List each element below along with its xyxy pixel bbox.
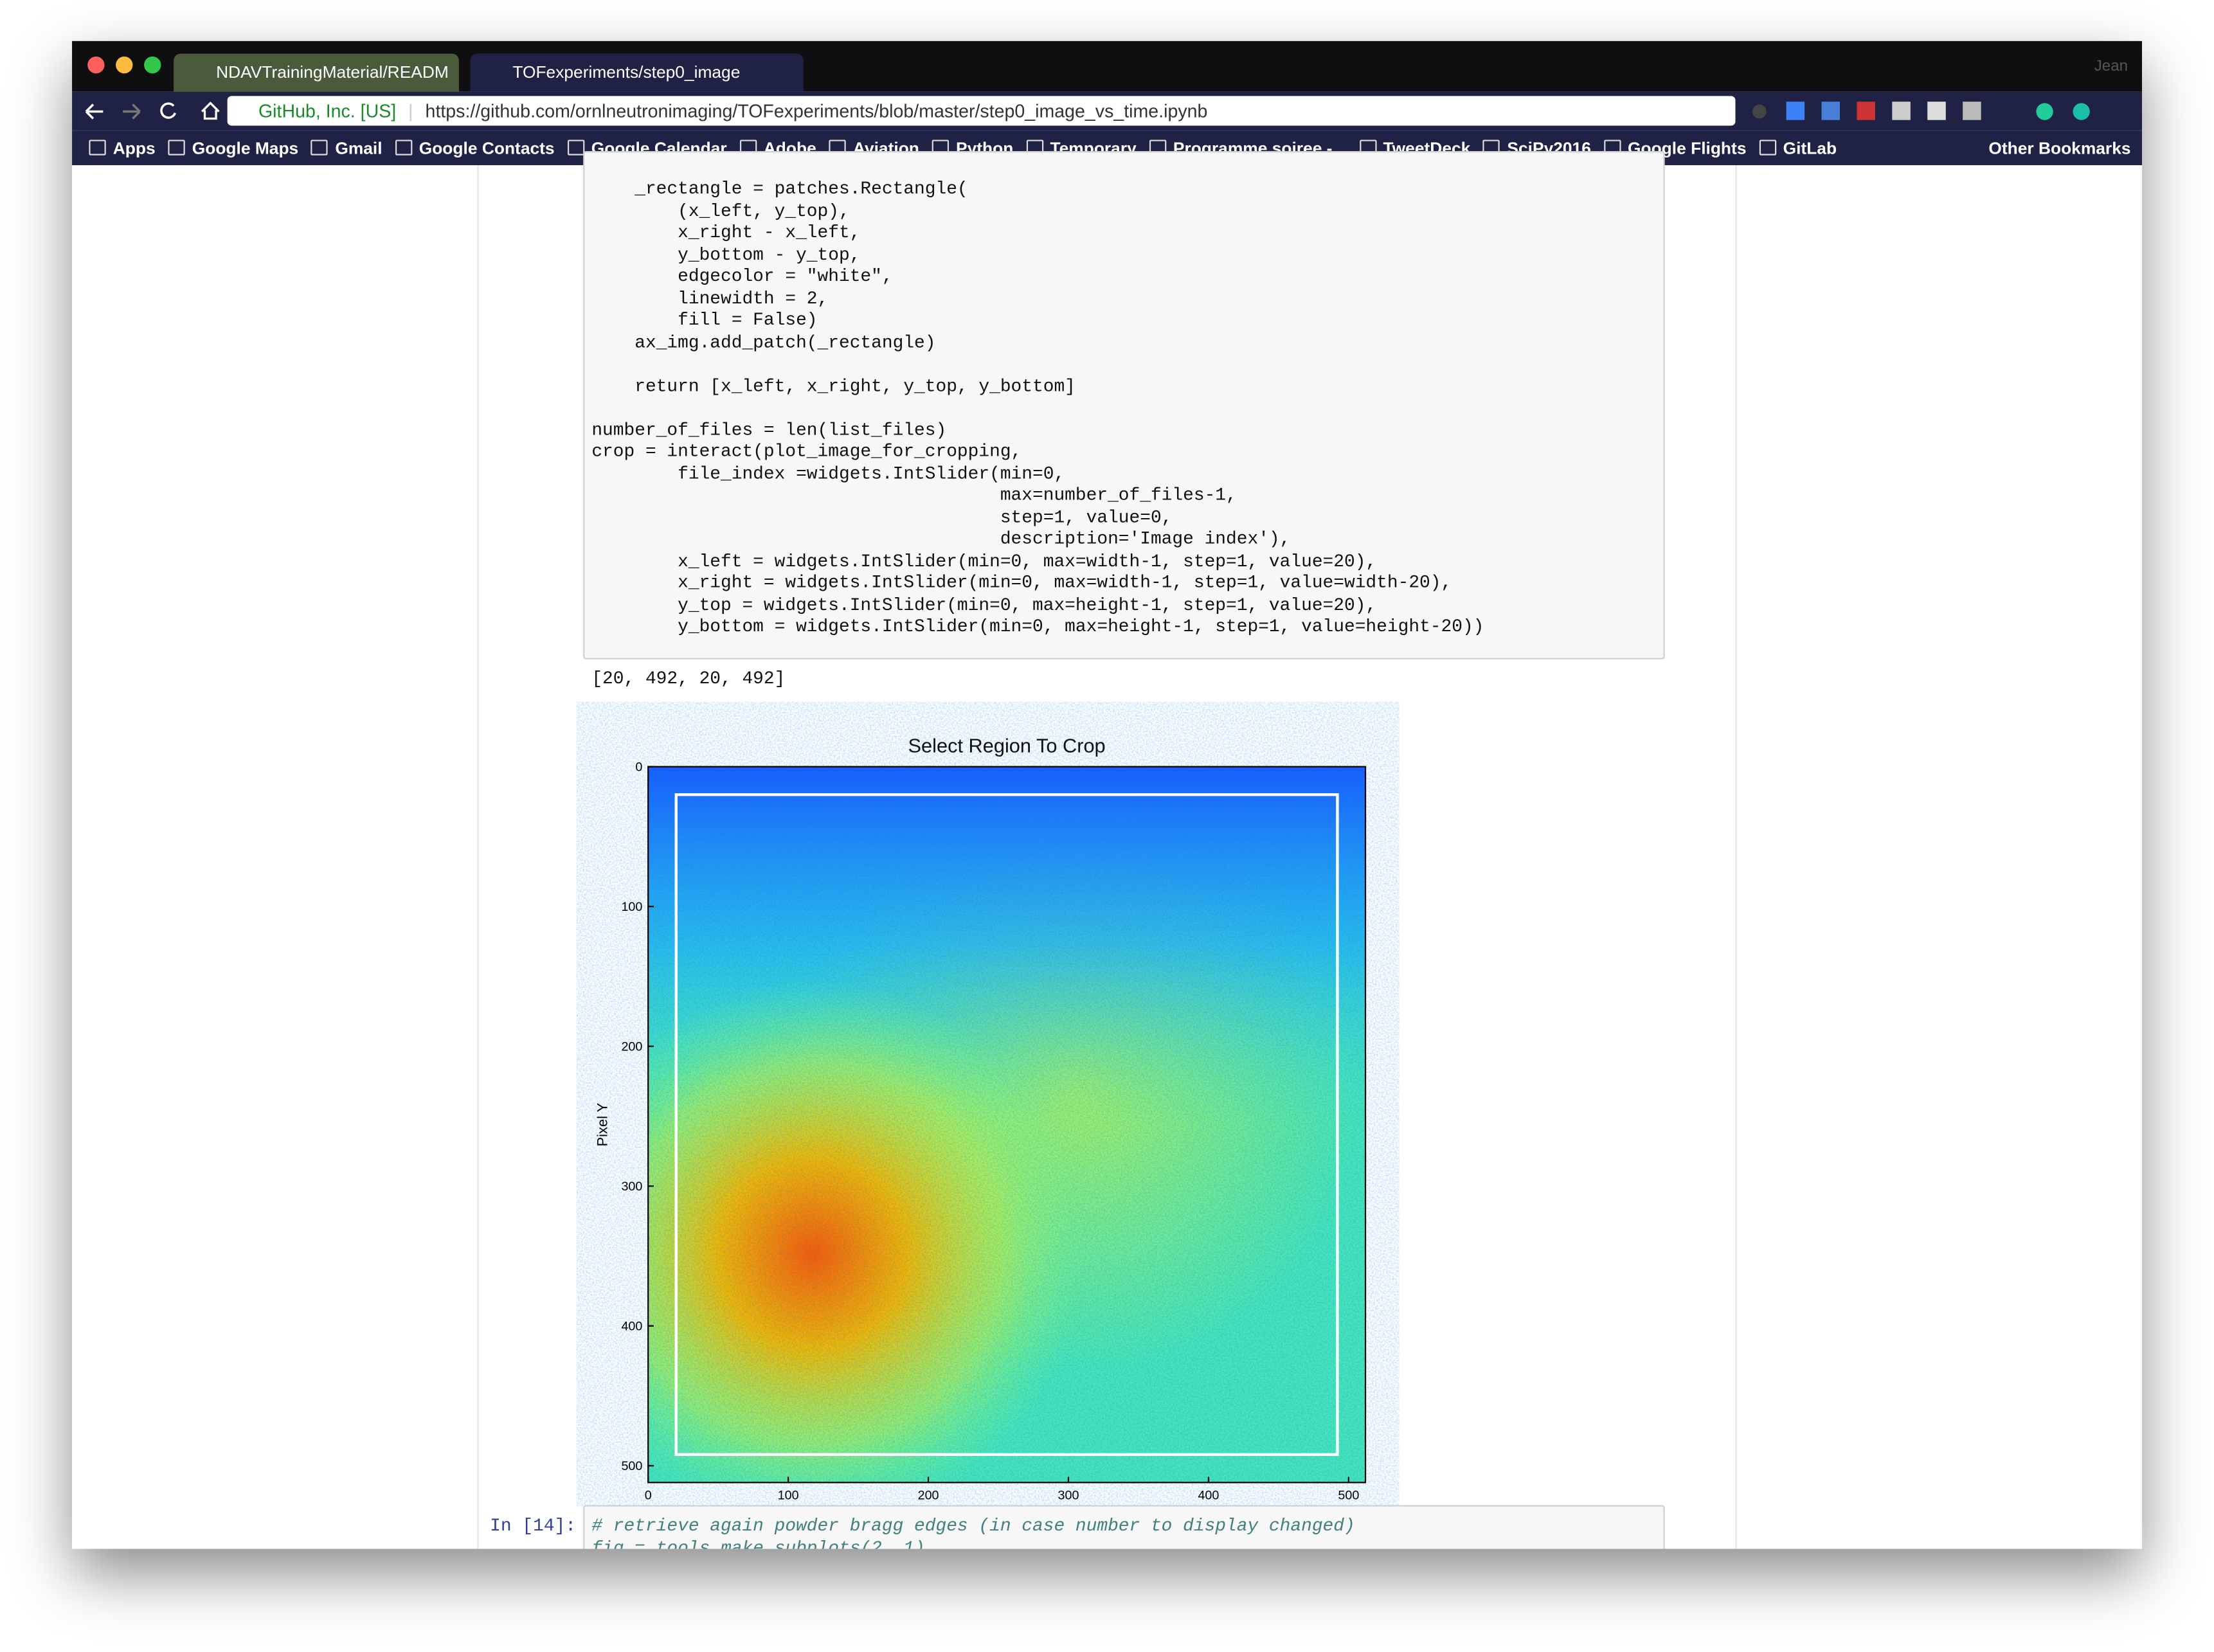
y-tick-label: 400: [621, 1319, 642, 1333]
image-noise: [648, 766, 1366, 1483]
cell-output: [20, 492, 20, 492]: [591, 667, 786, 689]
toolbar: GitHub, Inc. [US] | https://github.com/o…: [72, 91, 2143, 130]
cell-prompt: In [14]:: [490, 1514, 577, 1536]
bookmark-icon: [1759, 139, 1776, 156]
bookmark[interactable]: Apps: [89, 138, 156, 158]
y-axis-label: Pixel Y: [594, 1102, 610, 1146]
bookmark[interactable]: Gmail: [310, 138, 382, 158]
tab-title: NDAVTrainingMaterial/READM: [216, 62, 449, 82]
notebook-page: _rectangle = patches.Rectangle( (x_left,…: [72, 151, 2143, 1549]
code: # retrieve again powder bragg edges (in …: [591, 1514, 1355, 1549]
x-tick-label: 200: [918, 1489, 939, 1503]
code-cell[interactable]: # retrieve again powder bragg edges (in …: [583, 1505, 1665, 1549]
browser-window: NDAVTrainingMaterial/READM TOFexperiment…: [72, 40, 2143, 1549]
y-tick-label: 0: [635, 760, 642, 774]
tab-active[interactable]: TOFexperiments/step0_image: [470, 53, 804, 92]
y-tick-label: 500: [621, 1459, 642, 1473]
crop-rectangle: [674, 793, 1339, 1457]
x-tick-label: 100: [778, 1489, 799, 1503]
bookmark[interactable]: Google Maps: [168, 138, 298, 158]
security-chip: GitHub, Inc. [US]: [258, 100, 397, 121]
title-bar: NDAVTrainingMaterial/READM TOFexperiment…: [72, 40, 2143, 92]
plot: Select Region To Crop 0 100 200 300 400 500 0 10…: [594, 735, 1367, 1507]
close-button[interactable]: [87, 56, 105, 74]
bookmark-icon: [168, 139, 185, 156]
y-tick-label: 300: [621, 1180, 642, 1194]
container-border: [1735, 165, 1737, 1549]
tab[interactable]: NDAVTrainingMaterial/READM: [174, 53, 459, 92]
address-bar[interactable]: GitHub, Inc. [US] | https://github.com/o…: [227, 96, 1736, 126]
bookmark-icon: [310, 139, 328, 156]
bookmark[interactable]: GitLab: [1759, 138, 1837, 158]
code-cell[interactable]: _rectangle = patches.Rectangle( (x_left,…: [583, 151, 1665, 660]
x-tick-label: 300: [1058, 1489, 1079, 1503]
x-tick-label: 400: [1198, 1489, 1219, 1503]
url: https://github.com/ornlneutronimaging/TO…: [425, 100, 1208, 121]
axes-frame: [647, 766, 1367, 1484]
y-tick-label: 200: [621, 1039, 642, 1054]
other-bookmarks[interactable]: Other Bookmarks: [1988, 138, 2131, 159]
x-tick-label: 500: [1338, 1489, 1359, 1503]
bookmark-icon: [89, 139, 106, 156]
bookmark[interactable]: Google Contacts: [395, 138, 555, 158]
zoom-button[interactable]: [144, 56, 161, 74]
code: _rectangle = patches.Rectangle( (x_left,…: [591, 177, 1484, 637]
x-tick-label: 0: [645, 1489, 652, 1503]
minimize-button[interactable]: [116, 56, 133, 74]
nav-buttons[interactable]: [80, 92, 222, 130]
bookmark-icon: [567, 139, 584, 156]
chart-title: Select Region To Crop: [908, 735, 1106, 757]
profile-name[interactable]: Jean: [2094, 58, 2128, 75]
extensions[interactable]: [1745, 92, 2112, 130]
tab-title: TOFexperiments/step0_image: [512, 62, 741, 82]
y-tick-label: 100: [621, 900, 642, 914]
bookmark-icon: [395, 139, 412, 156]
container-border: [477, 165, 479, 1549]
